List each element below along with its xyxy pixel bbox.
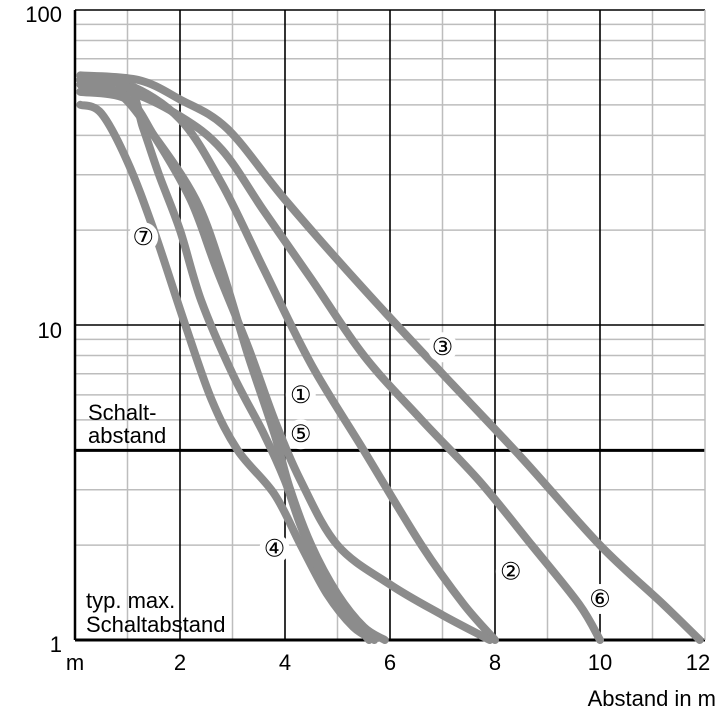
curve-label-bg-7 — [128, 222, 159, 253]
x-tick-12: 12 — [686, 650, 710, 675]
curve-label-7: ⑦ — [132, 224, 154, 251]
y-tick-1: 1 — [50, 632, 62, 657]
x-tick-2: 2 — [174, 650, 186, 675]
x-axis-label: Abstand in m — [588, 686, 716, 711]
x-tick-6: 6 — [384, 650, 396, 675]
curve-label-2: ② — [500, 558, 522, 585]
series-line-3 — [76, 71, 704, 644]
curve-label-6: ⑥ — [589, 586, 611, 613]
x-tick-10: 10 — [588, 650, 612, 675]
curves — [76, 71, 704, 644]
curve-label-3: ③ — [432, 334, 454, 361]
x-tick-m: m — [66, 650, 84, 675]
series-line-4 — [76, 100, 379, 644]
curve-label-bg-3 — [427, 332, 458, 363]
series-line-6 — [76, 85, 604, 644]
annotation-typ-max-line2: Schaltabstand — [86, 612, 225, 637]
x-tick-8: 8 — [489, 650, 501, 675]
curve-label-bg-2 — [495, 556, 526, 587]
annotation-schaltabstand-line2: abstand — [88, 423, 166, 448]
curve-label-bg-6 — [585, 583, 615, 614]
annotation-typ-max-line1: typ. max. — [86, 588, 175, 613]
curve-labels: ① ② ③ ④ ⑤ ⑥ ⑦ — [128, 222, 615, 614]
y-tick-100: 100 — [25, 2, 62, 27]
curve-label-4: ④ — [264, 536, 286, 563]
series-line-7 — [76, 75, 373, 644]
curve-label-bg-4 — [259, 533, 290, 564]
curve-label-bg-1 — [285, 379, 316, 410]
curve-label-5: ⑤ — [290, 421, 312, 448]
annotation-schaltabstand-line1: Schalt- — [88, 400, 156, 425]
curve-label-1: ① — [290, 382, 312, 409]
y-tick-10: 10 — [38, 318, 62, 343]
x-tick-4: 4 — [279, 650, 291, 675]
grid — [73, 9, 706, 642]
curve-label-bg-5 — [285, 419, 316, 450]
